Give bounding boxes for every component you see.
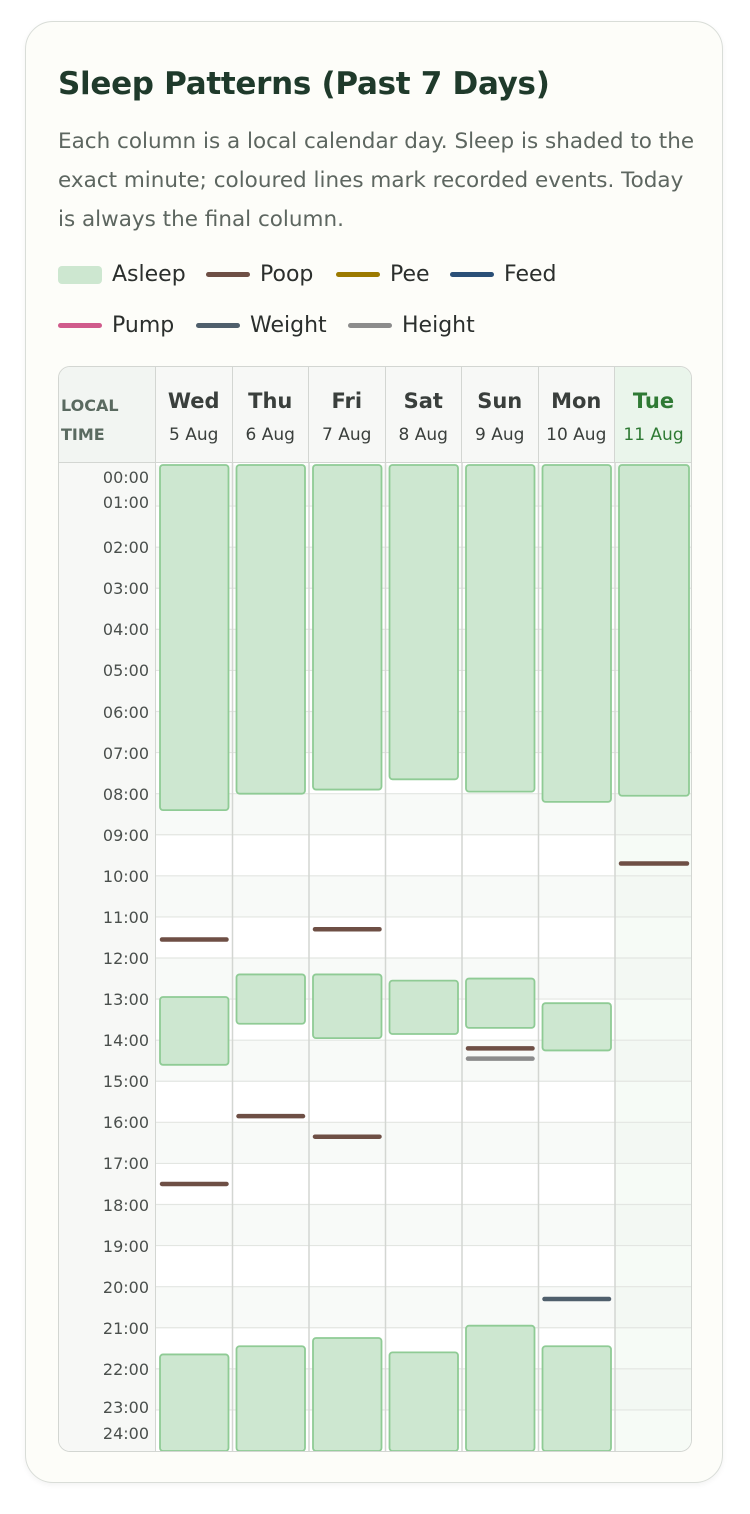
sleep-block[interactable] xyxy=(618,464,690,797)
time-tick-label: 07:00 xyxy=(102,743,149,763)
sleep-block[interactable] xyxy=(159,464,230,812)
legend-item-weight: Weight xyxy=(196,313,327,338)
hour-band xyxy=(156,1122,691,1164)
sleep-grid: LOCAL TIME 00:00 01:00 02:00 03:00 04:00 05:0… xyxy=(58,366,692,1452)
chart-title: Sleep Patterns (Past 7 Days) xyxy=(58,66,550,102)
day-date: 10 Aug xyxy=(546,425,607,445)
day-date: 5 Aug xyxy=(169,425,219,445)
legend-item-feed: Feed xyxy=(450,262,557,287)
time-tick-label: 06:00 xyxy=(102,702,149,722)
legend-label: Height xyxy=(402,313,475,338)
legend-label: Pump xyxy=(112,313,175,338)
time-tick-label: 12:00 xyxy=(102,949,149,968)
day-name: Sat xyxy=(403,389,443,413)
sleep-block[interactable] xyxy=(235,1345,306,1451)
day-name: Mon xyxy=(551,389,602,413)
legend-item-poop: Poop xyxy=(206,262,313,287)
sleep-block[interactable] xyxy=(388,464,459,781)
sleep-block[interactable] xyxy=(465,464,536,793)
legend-swatch-weight xyxy=(196,323,240,328)
day-name: Tue xyxy=(632,389,675,413)
local-time-header: LOCAL TIME xyxy=(59,367,156,463)
time-tick-label: 13:00 xyxy=(102,990,149,1010)
day-header-sun: Sun 9 Aug xyxy=(462,367,539,463)
legend-label: Pee xyxy=(390,262,430,287)
legend-swatch-height xyxy=(348,323,392,328)
time-tick-label: 10:00 xyxy=(102,866,149,886)
time-tick-label: 21:00 xyxy=(102,1318,149,1338)
day-header-sat: Sat 8 Aug xyxy=(385,367,462,463)
time-tick-label: 16:00 xyxy=(102,1113,149,1133)
sleep-block[interactable] xyxy=(159,996,230,1066)
sleep-block[interactable] xyxy=(312,973,383,1040)
time-tick-label: 08:00 xyxy=(102,784,149,804)
time-tick-label: 11:00 xyxy=(102,907,149,927)
time-tick-label: 02:00 xyxy=(102,538,149,558)
time-tick-label: 23:00 xyxy=(102,1398,149,1417)
day-name: Thu xyxy=(248,389,293,413)
hour-band xyxy=(156,1286,691,1328)
legend-swatch-poop xyxy=(206,272,250,277)
sleep-plot xyxy=(156,463,691,1451)
day-header-wed: Wed 5 Aug xyxy=(156,367,233,463)
time-tick-label: 17:00 xyxy=(102,1154,149,1174)
hour-band xyxy=(156,1204,691,1246)
sleep-block[interactable] xyxy=(312,1337,383,1451)
time-tick-label: 03:00 xyxy=(102,579,149,599)
time-tick-label: 19:00 xyxy=(102,1236,149,1256)
day-name: Fri xyxy=(331,389,363,413)
sleep-block[interactable] xyxy=(388,979,459,1035)
day-header-thu: Thu 6 Aug xyxy=(232,367,309,463)
time-tick-label: 18:00 xyxy=(102,1195,149,1215)
sleep-block[interactable] xyxy=(235,464,306,795)
sleep-block[interactable] xyxy=(465,977,536,1029)
legend-swatch-pee xyxy=(336,272,380,277)
day-date: 7 Aug xyxy=(322,425,372,445)
legend-label: Asleep xyxy=(112,262,186,287)
day-date: 6 Aug xyxy=(245,425,295,445)
legend-label: Feed xyxy=(504,262,557,287)
legend-label: Poop xyxy=(260,262,314,287)
day-header-tue: Tue 11 Aug xyxy=(615,367,691,463)
chart-description: Each column is a local calendar day. Sle… xyxy=(58,129,695,232)
time-tick-label: 24:00 xyxy=(102,1424,149,1443)
legend-swatch-asleep xyxy=(58,265,102,284)
local-time-header-label: LOCAL TIME xyxy=(61,396,119,444)
legend-swatch-pump xyxy=(58,323,102,328)
sleep-block[interactable] xyxy=(541,1345,612,1451)
sleep-block[interactable] xyxy=(541,1002,612,1052)
legend-item-pee: Pee xyxy=(336,262,430,287)
time-tick-label: 00:00 xyxy=(102,468,149,487)
day-header-fri: Fri 7 Aug xyxy=(309,367,386,463)
legend-swatch-feed xyxy=(450,272,494,277)
day-header-mon: Mon 10 Aug xyxy=(538,367,615,463)
legend-item-pump: Pump xyxy=(58,313,174,338)
time-tick-label: 14:00 xyxy=(102,1031,149,1051)
day-name: Sun xyxy=(477,389,523,413)
sleep-block[interactable] xyxy=(465,1324,536,1451)
hour-band xyxy=(156,875,691,917)
sleep-block[interactable] xyxy=(312,464,383,791)
time-tick-label: 15:00 xyxy=(102,1072,149,1092)
legend-item-asleep: Asleep xyxy=(58,262,186,287)
time-tick-label: 22:00 xyxy=(102,1359,149,1379)
time-tick-label: 20:00 xyxy=(102,1277,149,1297)
sleep-block[interactable] xyxy=(235,973,306,1025)
time-tick-label: 05:00 xyxy=(102,661,149,681)
day-date: 8 Aug xyxy=(398,425,448,445)
sleep-block[interactable] xyxy=(541,464,612,803)
day-name: Wed xyxy=(167,389,220,413)
time-tick-label: 04:00 xyxy=(102,620,149,640)
sleep-block[interactable] xyxy=(388,1351,459,1451)
time-tick-label: 01:00 xyxy=(102,493,149,512)
legend-item-height: Height xyxy=(348,313,475,338)
day-date: 9 Aug xyxy=(475,425,525,445)
time-tick-label: 09:00 xyxy=(102,825,149,845)
time-axis: 00:00 01:00 02:00 03:00 04:00 05:00 06:00 07:00… xyxy=(59,463,156,1451)
day-date: 11 Aug xyxy=(623,425,684,445)
sleep-block[interactable] xyxy=(159,1353,230,1451)
legend-label: Weight xyxy=(250,313,327,338)
